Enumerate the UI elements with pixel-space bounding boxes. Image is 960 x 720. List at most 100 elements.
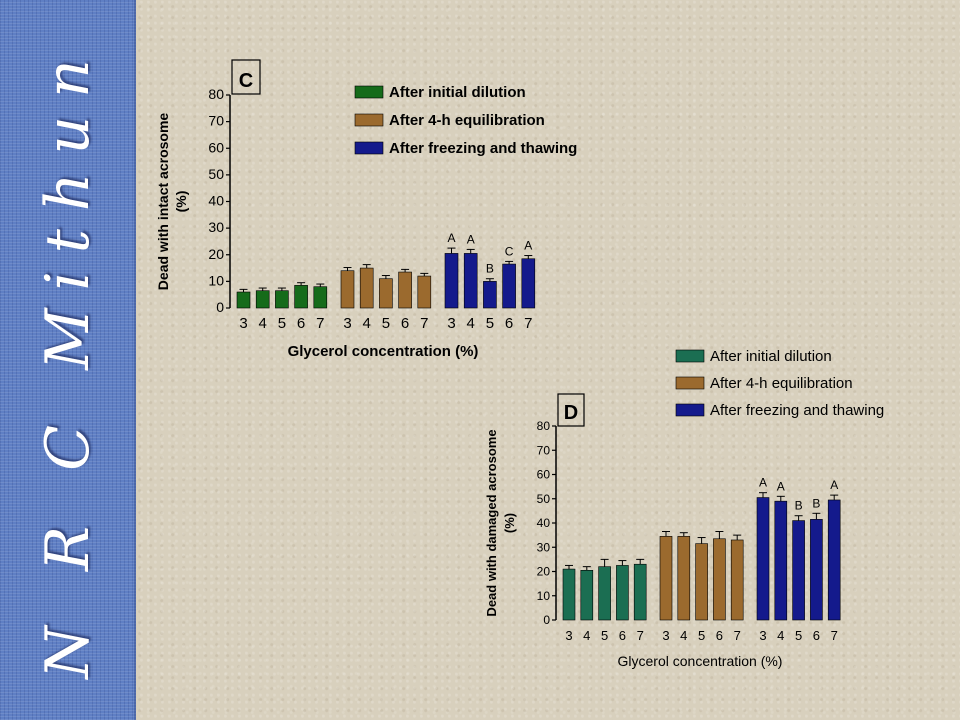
chart-c-x-tick-label: 5 xyxy=(278,315,286,332)
chart-d-panel-label: D xyxy=(564,402,578,424)
chart-c-bar xyxy=(359,267,374,309)
chart-d-x-tick-label: 7 xyxy=(831,628,838,643)
chart-c: C 0 10 20 30 40 50 60 70 80 Dead with intact acros… xyxy=(155,59,577,360)
chart-c-bar xyxy=(417,275,432,309)
chart-d-x-tick-label: 3 xyxy=(759,628,766,643)
chart-c-y-tick-label: 10 xyxy=(208,272,224,288)
chart-d-bar xyxy=(580,569,594,621)
chart-d-bar xyxy=(598,566,611,621)
chart-d-x-tick-label: 4 xyxy=(777,628,784,643)
chart-d-y-tick-label: 30 xyxy=(537,540,551,554)
chart-c-x-tick-label: 5 xyxy=(486,315,494,332)
chart-c-x-tick-label: 7 xyxy=(524,315,532,332)
chart-d-bar xyxy=(562,568,576,621)
chart-c-legend-swatch xyxy=(354,141,384,155)
chart-c-bar xyxy=(463,253,478,309)
chart-d-panel-box xyxy=(557,393,585,427)
chart-d-x-tick-label: 6 xyxy=(813,628,820,643)
chart-d-bar xyxy=(677,536,691,621)
chart-d-bar xyxy=(827,499,841,621)
chart-c-y-label-unit: (%) xyxy=(173,191,189,213)
chart-d-significance-letter: B xyxy=(795,499,803,513)
chart-c-bar xyxy=(483,281,497,309)
chart-c-bar xyxy=(236,291,251,309)
chart-d-x-label: Glycerol concentration (%) xyxy=(618,653,783,669)
chart-c-bar xyxy=(379,278,393,309)
chart-c-y-tick-label: 0 xyxy=(216,299,224,315)
chart-c-legend-swatch xyxy=(354,113,384,127)
chart-c-bar xyxy=(398,271,412,309)
chart-c-bar xyxy=(294,285,308,309)
chart-c-y-tick-label: 70 xyxy=(208,113,224,129)
chart-d-bar xyxy=(695,543,708,621)
chart-d-legend-swatch xyxy=(675,376,705,390)
chart-d-bar xyxy=(633,563,647,621)
chart-d-bar xyxy=(756,497,770,621)
chart-c-significance-letter: A xyxy=(447,231,455,245)
chart-c-y-tick-label: 40 xyxy=(208,193,224,209)
chart-d-bar xyxy=(792,520,805,621)
chart-d-significance-letter: B xyxy=(812,496,820,510)
chart-c-x-tick-label: 6 xyxy=(401,315,409,332)
chart-c-bar xyxy=(521,258,536,309)
chart-d: D 0 10 20 30 40 50 60 70 80 Dead with damaged acro… xyxy=(484,348,884,669)
chart-d-legend-swatch xyxy=(675,349,705,363)
chart-d-y-tick-label: 80 xyxy=(537,419,551,433)
chart-d-y-label-unit: (%) xyxy=(502,513,517,533)
chart-d-y-tick-label: 10 xyxy=(537,589,551,603)
chart-c-x-tick-label: 5 xyxy=(382,315,390,332)
chart-c-y-label: Dead with intact acrosome xyxy=(155,113,171,291)
chart-c-x-tick-label: 4 xyxy=(467,315,475,332)
chart-d-bar xyxy=(713,538,726,621)
chart-d-y-label: Dead with damaged acrosome xyxy=(484,429,499,616)
chart-c-bar xyxy=(313,286,328,309)
chart-d-x-tick-label: 3 xyxy=(662,628,669,643)
chart-c-x-tick-label: 4 xyxy=(363,315,371,332)
chart-c-x-tick-label: 4 xyxy=(259,315,267,332)
chart-c-x-tick-label: 7 xyxy=(316,315,324,332)
chart-d-legend-swatch xyxy=(675,403,705,417)
chart-d-x-tick-label: 7 xyxy=(637,628,644,643)
chart-c-y-tick-label: 30 xyxy=(208,219,224,235)
chart-d-x-tick-label: 4 xyxy=(583,628,590,643)
chart-c-x-tick-label: 6 xyxy=(505,315,513,332)
chart-d-legend-label: After freezing and thawing xyxy=(710,402,884,419)
chart-c-x-label: Glycerol concentration (%) xyxy=(288,343,479,360)
chart-c-bar xyxy=(340,270,355,309)
chart-c-x-tick-label: 7 xyxy=(420,315,428,332)
sidebar-band: N R C Mithun xyxy=(0,0,136,720)
chart-c-legend-label: After initial dilution xyxy=(389,84,526,101)
chart-d-x-tick-label: 5 xyxy=(698,628,705,643)
chart-c-panel-box xyxy=(231,59,261,95)
chart-c-x-tick-label: 3 xyxy=(239,315,247,332)
chart-d-significance-letter: A xyxy=(759,476,767,490)
chart-d-y-tick-label: 20 xyxy=(537,565,551,579)
chart-c-panel-label: C xyxy=(239,70,253,92)
chart-c-y-tick-label: 60 xyxy=(208,139,224,155)
chart-d-x-tick-label: 5 xyxy=(601,628,608,643)
chart-d-x-tick-label: 6 xyxy=(716,628,723,643)
chart-c-x-tick-label: 3 xyxy=(343,315,351,332)
chart-d-bar xyxy=(774,500,788,621)
chart-c-legend-swatch xyxy=(354,85,384,99)
chart-c-y-tick-label: 50 xyxy=(208,166,224,182)
chart-d-y-tick-label: 60 xyxy=(537,468,551,482)
chart-d-x-tick-label: 6 xyxy=(619,628,626,643)
chart-d-bar xyxy=(659,536,673,621)
chart-d-bar xyxy=(810,519,823,621)
chart-c-legend-label: After freezing and thawing xyxy=(389,140,577,157)
chart-d-x-tick-label: 5 xyxy=(795,628,802,643)
chart-c-bar xyxy=(255,290,270,309)
chart-c-y-tick-label: 20 xyxy=(208,246,224,262)
chart-c-x-tick-label: 3 xyxy=(447,315,455,332)
chart-d-x-tick-label: 7 xyxy=(734,628,741,643)
chart-d-legend-label: After 4-h equilibration xyxy=(710,375,853,392)
chart-c-significance-letter: A xyxy=(524,239,532,253)
chart-c-significance-letter: A xyxy=(467,232,475,246)
chart-d-x-tick-label: 4 xyxy=(680,628,687,643)
chart-c-bar xyxy=(502,263,516,309)
chart-c-significance-letter: B xyxy=(486,262,494,276)
chart-c-bar xyxy=(444,253,459,309)
chart-c-significance-letter: C xyxy=(505,244,514,258)
chart-d-y-tick-label: 40 xyxy=(537,516,551,530)
